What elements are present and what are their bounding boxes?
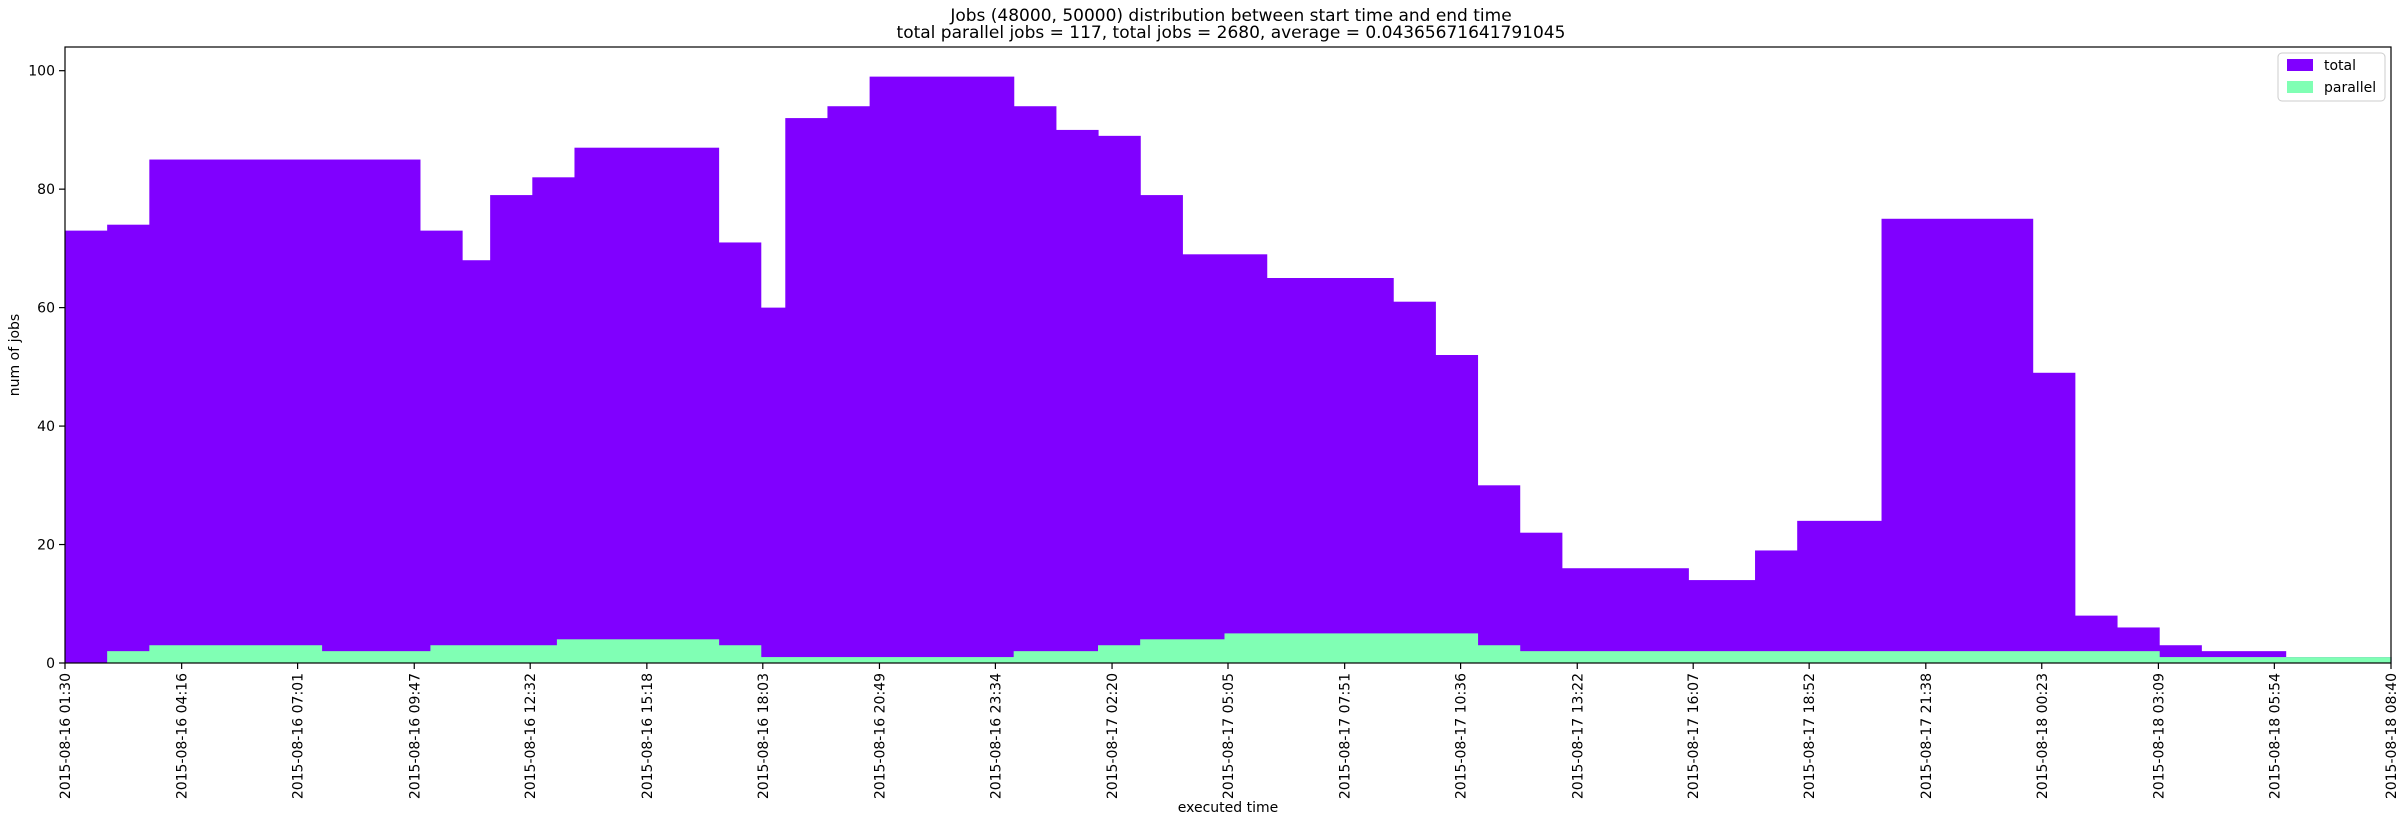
x-tick-label-7: 2015-08-16 20:49 [872, 673, 888, 799]
x-tick-label-1: 2015-08-16 04:16 [175, 673, 191, 799]
chart-subtitle: total parallel jobs = 117, total jobs = … [897, 23, 1566, 43]
parallel-step-6 [718, 645, 762, 663]
y-tick-label-3: 60 [37, 301, 55, 317]
parallel-step-10 [1140, 639, 1226, 663]
chart-title: Jobs (48000, 50000) distribution between… [949, 6, 1511, 26]
legend: total parallel [2277, 52, 2386, 102]
total-step-11 [827, 106, 871, 664]
total-step-1 [107, 224, 150, 663]
parallel-step-9 [1098, 645, 1141, 663]
series-total [65, 76, 2392, 664]
total-step-18 [1266, 278, 1394, 663]
y-axis: 0 20 40 60 80 100 [28, 64, 65, 672]
total-step-22 [1519, 532, 1563, 663]
total-step-19 [1393, 301, 1436, 663]
plot-frame [64, 46, 2392, 664]
parallel-step-13 [1519, 651, 2160, 663]
total-step-23 [1561, 568, 1689, 663]
x-tick-label-18: 2015-08-18 03:09 [2151, 673, 2167, 799]
x-tick-label-8: 2015-08-16 23:34 [988, 673, 1004, 799]
x-tick-label-17: 2015-08-18 00:23 [2035, 673, 2051, 799]
total-step-6 [532, 177, 576, 663]
parallel-step-15 [2285, 657, 2392, 663]
total-step-14 [1055, 129, 1099, 664]
total-step-4 [462, 260, 491, 663]
parallel-step-11 [1224, 633, 1479, 663]
x-tick-label-2: 2015-08-16 07:01 [291, 673, 307, 799]
y-tick-label-2: 40 [37, 419, 55, 435]
legend-label-total: total [2324, 58, 2356, 74]
x-tick-label-10: 2015-08-17 05:05 [1221, 673, 1237, 799]
total-step-5 [490, 195, 533, 663]
total-step-0 [65, 230, 108, 663]
x-tick-label-12: 2015-08-17 10:36 [1454, 673, 1470, 799]
x-tick-label-9: 2015-08-17 02:20 [1105, 673, 1121, 799]
parallel-step-7 [760, 657, 1015, 663]
total-step-10 [785, 118, 829, 663]
x-tick-label-19: 2015-08-18 05:54 [2267, 673, 2283, 799]
x-tick-label-0: 2015-08-16 01:30 [58, 673, 74, 799]
total-step-9 [760, 307, 786, 663]
total-step-13 [1013, 106, 1057, 664]
total-step-25 [1755, 550, 1798, 663]
legend-swatch-parallel [2287, 81, 2313, 93]
total-step-26 [1797, 520, 1883, 663]
parallel-step-4 [430, 645, 558, 663]
x-tick-label-14: 2015-08-17 16:07 [1686, 673, 1702, 799]
total-step-28 [2032, 372, 2076, 663]
parallel-step-2 [149, 645, 323, 663]
total-step-21 [1477, 485, 1521, 663]
y-tick-label-4: 80 [37, 182, 55, 198]
parallel-step-3 [321, 651, 432, 663]
total-step-20 [1435, 355, 1479, 663]
x-tick-label-4: 2015-08-16 12:32 [523, 673, 539, 799]
series-layer [65, 76, 2392, 664]
y-tick-label-0: 0 [46, 656, 55, 672]
x-tick-label-6: 2015-08-16 18:03 [756, 673, 772, 799]
x-tick-label-11: 2015-08-17 07:51 [1338, 673, 1354, 799]
y-tick-label-5: 100 [28, 64, 55, 80]
total-step-17 [1182, 254, 1268, 663]
total-step-15 [1098, 135, 1141, 664]
parallel-step-5 [556, 639, 720, 663]
total-step-8 [718, 242, 762, 663]
parallel-step-14 [2159, 657, 2287, 663]
x-tick-label-15: 2015-08-17 18:52 [1802, 673, 1818, 799]
series-parallel [107, 633, 2392, 663]
y-tick-label-1: 20 [37, 538, 55, 554]
total-step-12 [869, 76, 1015, 664]
parallel-step-8 [1013, 651, 1099, 663]
legend-swatch-total [2287, 59, 2313, 71]
y-axis-label: num of jobs [7, 314, 23, 396]
total-step-2 [149, 159, 421, 664]
total-step-7 [574, 147, 720, 663]
x-tick-label-5: 2015-08-16 15:18 [640, 673, 656, 799]
parallel-step-12 [1477, 645, 1521, 663]
legend-label-parallel: parallel [2324, 80, 2376, 96]
total-step-27 [1881, 218, 2034, 663]
x-axis: 2015-08-16 01:30 2015-08-16 04:16 2015-08-… [58, 663, 2400, 799]
total-step-32 [2201, 651, 2287, 663]
x-tick-label-3: 2015-08-16 09:47 [407, 673, 423, 799]
x-tick-label-20: 2015-08-18 08:40 [2384, 673, 2400, 799]
total-step-3 [419, 230, 463, 663]
x-tick-label-13: 2015-08-17 13:22 [1570, 673, 1586, 799]
total-step-16 [1140, 195, 1183, 663]
total-step-24 [1688, 580, 1756, 663]
parallel-step-1 [107, 651, 150, 663]
x-axis-label: executed time [1178, 800, 1278, 816]
x-tick-label-16: 2015-08-17 21:38 [1919, 673, 1935, 799]
